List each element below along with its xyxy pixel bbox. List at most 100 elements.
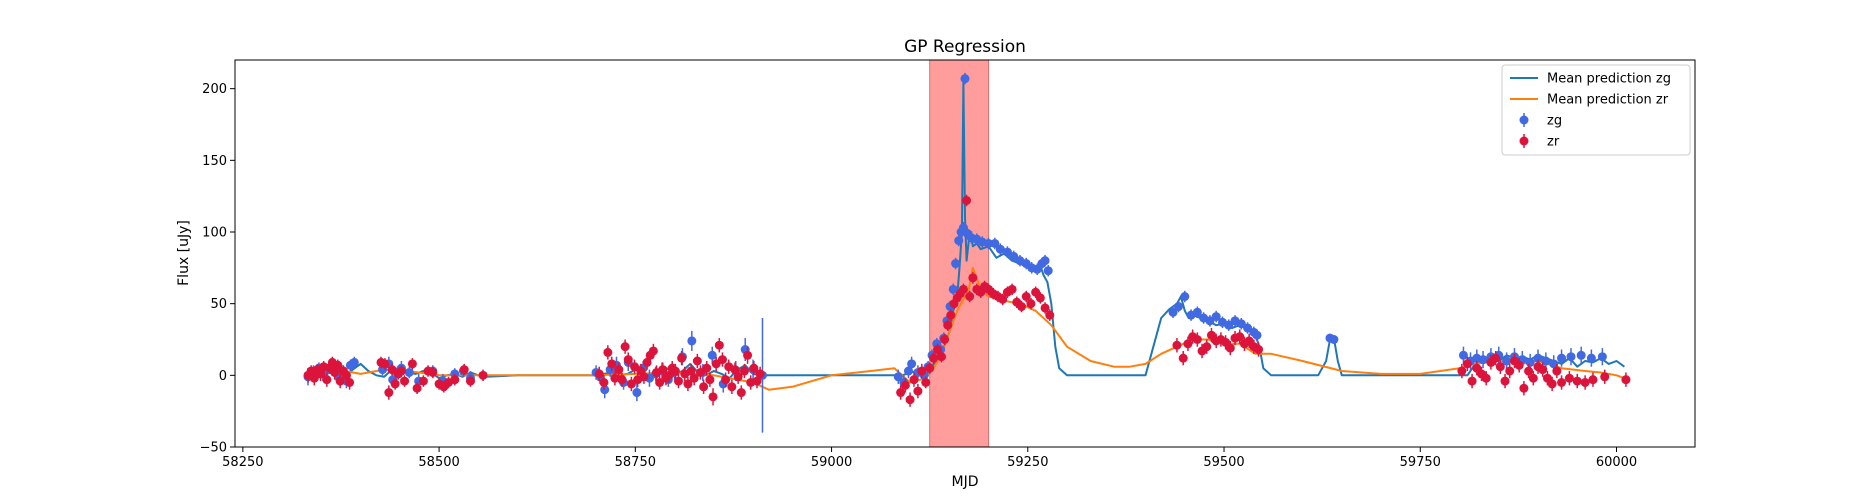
data-point bbox=[345, 378, 355, 387]
series-points-zr bbox=[303, 194, 1631, 407]
x-tick-label: 59500 bbox=[1203, 455, 1244, 470]
data-point bbox=[1481, 373, 1491, 383]
data-point bbox=[404, 367, 414, 377]
data-point bbox=[1621, 375, 1631, 385]
data-point bbox=[984, 238, 994, 248]
data-point bbox=[450, 375, 460, 385]
data-point bbox=[896, 388, 906, 398]
data-point bbox=[900, 380, 910, 390]
data-point bbox=[1495, 362, 1505, 372]
x-axis-label: MJD bbox=[952, 474, 979, 490]
data-point bbox=[755, 369, 765, 379]
data-point bbox=[1168, 307, 1178, 317]
data-point bbox=[1528, 373, 1538, 383]
data-point bbox=[322, 375, 332, 385]
data-point bbox=[1180, 292, 1190, 301]
data-point bbox=[733, 372, 743, 382]
data-point bbox=[309, 373, 319, 383]
data-point bbox=[1557, 378, 1567, 387]
x-tick-label: 58250 bbox=[222, 455, 263, 470]
data-point bbox=[620, 342, 630, 352]
data-point bbox=[1192, 307, 1202, 317]
data-point bbox=[1600, 372, 1610, 382]
data-point bbox=[1533, 353, 1543, 363]
data-point bbox=[968, 273, 978, 283]
data-point bbox=[1183, 339, 1193, 349]
data-point bbox=[1588, 375, 1598, 385]
data-point bbox=[743, 350, 753, 360]
data-point bbox=[946, 310, 956, 320]
data-point bbox=[998, 294, 1008, 304]
data-point bbox=[1538, 365, 1548, 375]
data-point bbox=[1525, 357, 1535, 367]
data-point bbox=[965, 292, 975, 301]
data-point bbox=[380, 359, 390, 369]
data-point bbox=[730, 365, 740, 375]
data-point bbox=[1178, 353, 1188, 363]
data-point bbox=[642, 357, 652, 367]
data-point bbox=[396, 366, 406, 376]
legend-label: zg bbox=[1547, 114, 1562, 129]
plot-area bbox=[303, 60, 1631, 447]
data-point bbox=[921, 378, 931, 387]
data-point bbox=[1519, 383, 1529, 393]
data-point bbox=[1009, 251, 1019, 261]
data-point bbox=[594, 369, 604, 379]
data-point bbox=[623, 355, 633, 365]
data-point bbox=[407, 359, 417, 369]
data-point bbox=[962, 195, 972, 205]
data-point bbox=[1007, 284, 1017, 294]
x-tick-label: 58750 bbox=[615, 455, 656, 470]
y-tick-label: 200 bbox=[202, 82, 227, 97]
data-point bbox=[387, 365, 397, 375]
data-point bbox=[617, 375, 627, 385]
data-point bbox=[1564, 373, 1574, 383]
data-point bbox=[960, 74, 970, 84]
data-point bbox=[1478, 355, 1488, 365]
data-point bbox=[913, 386, 923, 396]
data-point bbox=[626, 379, 636, 389]
data-point bbox=[664, 370, 674, 380]
data-point bbox=[1045, 310, 1055, 320]
data-point bbox=[692, 356, 702, 366]
data-point bbox=[1458, 350, 1468, 360]
data-point bbox=[330, 367, 340, 377]
data-point bbox=[1205, 316, 1215, 326]
data-point bbox=[943, 320, 953, 330]
data-point bbox=[384, 388, 394, 398]
data-point bbox=[954, 236, 964, 246]
x-tick-label: 59750 bbox=[1400, 455, 1441, 470]
data-point bbox=[1586, 353, 1596, 363]
data-point bbox=[1552, 366, 1562, 376]
data-point bbox=[1541, 356, 1551, 366]
data-point bbox=[893, 372, 903, 382]
data-point bbox=[749, 363, 759, 373]
data-point bbox=[990, 238, 1000, 248]
data-point bbox=[687, 336, 697, 346]
data-point bbox=[1572, 376, 1582, 386]
data-point bbox=[677, 353, 687, 363]
data-point bbox=[1576, 350, 1586, 360]
data-point bbox=[599, 378, 609, 387]
data-point bbox=[1225, 343, 1235, 353]
data-point bbox=[1192, 335, 1202, 344]
data-point bbox=[689, 373, 699, 383]
legend-swatch-marker bbox=[1519, 136, 1529, 146]
data-point bbox=[995, 244, 1005, 254]
data-point bbox=[708, 392, 718, 402]
data-point bbox=[1457, 366, 1467, 376]
data-point bbox=[1035, 293, 1045, 303]
data-point bbox=[607, 359, 617, 369]
data-point bbox=[670, 366, 680, 376]
data-point bbox=[1524, 366, 1534, 376]
data-point bbox=[933, 345, 943, 355]
legend-label: Mean prediction zg bbox=[1547, 72, 1671, 87]
data-point bbox=[905, 395, 915, 405]
data-point bbox=[1566, 352, 1576, 362]
data-point bbox=[727, 382, 737, 392]
data-point bbox=[736, 388, 746, 398]
data-point bbox=[412, 383, 422, 393]
legend: Mean prediction zg Mean prediction zr zg zr bbox=[1501, 64, 1691, 156]
data-point bbox=[695, 367, 705, 377]
